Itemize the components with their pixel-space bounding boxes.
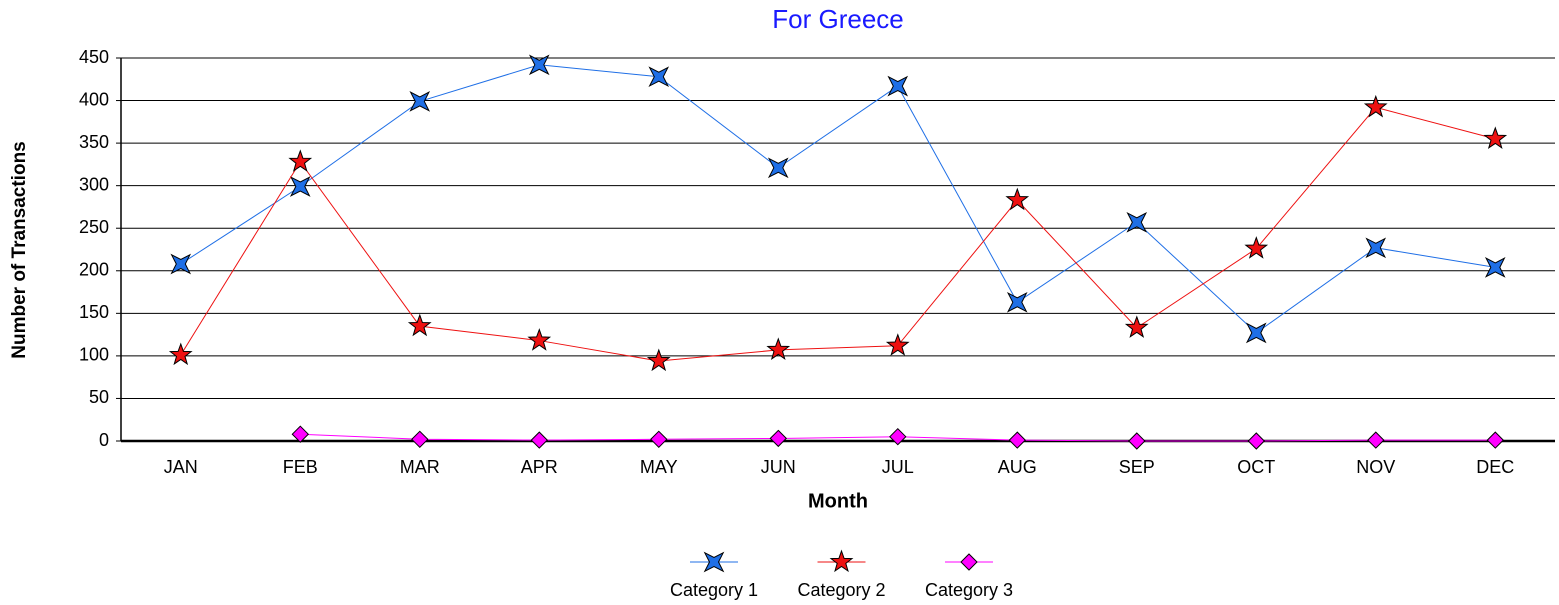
- x-tick-label: JUL: [882, 457, 914, 477]
- x-tick-label: MAR: [400, 457, 440, 477]
- point-marker: [1483, 126, 1508, 150]
- y-tick-label: 250: [79, 217, 109, 237]
- point-marker: [291, 425, 310, 443]
- point-marker: [528, 54, 550, 76]
- legend-label: Category 3: [925, 580, 1013, 600]
- x-tick-label: APR: [521, 457, 558, 477]
- y-tick-label: 150: [79, 302, 109, 322]
- legend-label: Category 2: [797, 580, 885, 600]
- x-tick-label: JAN: [164, 457, 198, 477]
- point-marker: [411, 430, 429, 449]
- legend-marker: [703, 551, 725, 573]
- y-tick-label: 0: [99, 430, 109, 450]
- point-marker: [767, 157, 789, 179]
- y-axis-label: Number of Transactions: [9, 141, 30, 359]
- series-line: [180, 64, 1496, 334]
- y-tick-label: 450: [79, 47, 109, 67]
- point-marker: [409, 91, 431, 112]
- y-tick-label: 350: [79, 132, 109, 152]
- point-marker: [1486, 431, 1505, 449]
- point-marker: [887, 75, 909, 97]
- point-marker: [1367, 431, 1385, 449]
- x-tick-label: FEB: [283, 457, 318, 477]
- y-tick-label: 400: [79, 89, 109, 109]
- x-tick-label: DEC: [1476, 457, 1514, 477]
- point-marker: [407, 313, 432, 337]
- point-marker: [1126, 211, 1148, 233]
- point-marker: [1008, 431, 1027, 449]
- y-tick-label: 100: [79, 345, 109, 365]
- point-marker: [1244, 236, 1269, 259]
- point-marker: [1365, 237, 1387, 259]
- y-tick-label: 50: [89, 387, 109, 407]
- y-tick-label: 200: [79, 260, 109, 280]
- x-tick-label: OCT: [1237, 457, 1275, 477]
- y-tick-label: 300: [79, 174, 109, 194]
- legend-label: Category 1: [670, 580, 758, 600]
- point-marker: [885, 333, 910, 356]
- point-marker: [288, 149, 313, 172]
- point-marker: [1484, 257, 1506, 278]
- point-marker: [889, 427, 907, 446]
- x-tick-label: JUN: [761, 457, 796, 477]
- x-tick-label: AUG: [998, 457, 1037, 477]
- x-tick-label: NOV: [1356, 457, 1395, 477]
- point-marker: [1124, 315, 1149, 338]
- point-marker: [530, 431, 549, 449]
- point-marker: [1247, 432, 1266, 450]
- point-marker: [1363, 94, 1388, 118]
- point-marker: [646, 348, 671, 372]
- x-axis-label: Month: [808, 490, 868, 512]
- point-marker: [170, 253, 192, 275]
- point-marker: [769, 429, 788, 448]
- point-marker: [168, 342, 193, 366]
- point-marker: [289, 176, 311, 197]
- point-marker: [1128, 432, 1146, 450]
- x-tick-label: SEP: [1119, 457, 1155, 477]
- series-line: [180, 106, 1496, 362]
- chart-title: For Greece: [772, 4, 904, 34]
- point-marker: [1006, 291, 1028, 313]
- point-marker: [527, 328, 552, 351]
- point-marker: [1005, 187, 1030, 211]
- point-marker: [766, 337, 791, 361]
- x-tick-label: MAY: [640, 457, 678, 477]
- point-marker: [1245, 322, 1267, 344]
- point-marker: [650, 430, 668, 449]
- legend-marker: [960, 553, 978, 571]
- point-marker: [648, 66, 670, 88]
- legend-marker: [829, 549, 854, 573]
